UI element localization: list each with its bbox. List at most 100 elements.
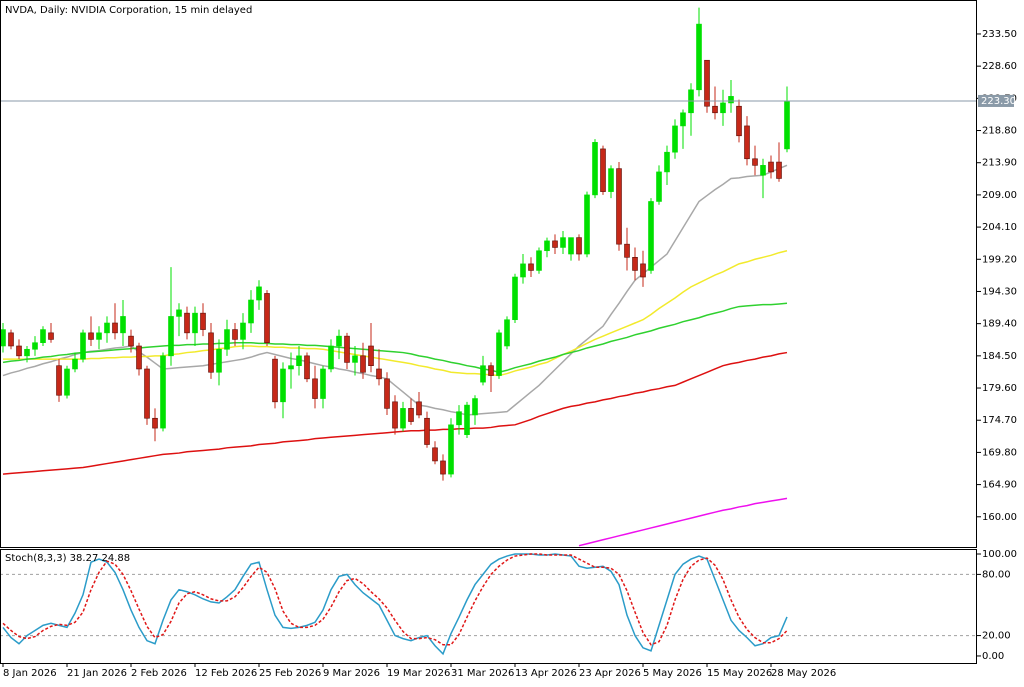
candle-body — [416, 401, 422, 416]
y-tick-label: 179.60 — [982, 383, 1017, 394]
candle-body — [288, 365, 294, 370]
candle-body — [144, 368, 150, 419]
candle-body — [568, 237, 574, 255]
x-tick-label: 31 Mar 2026 — [451, 668, 514, 679]
candle-body — [64, 368, 70, 396]
candle-body — [128, 335, 134, 347]
y-tick-label: 164.90 — [982, 480, 1017, 491]
main-plot — [1, 7, 976, 547]
candle-body — [536, 250, 542, 271]
candle-body — [720, 102, 726, 114]
y-tick-label: 160.00 — [982, 512, 1017, 523]
y-tick-label: 189.40 — [982, 319, 1017, 330]
candle-body — [48, 332, 54, 340]
candle-body — [752, 158, 758, 166]
y-tick-label: 233.50 — [982, 29, 1017, 40]
last-price-label: 223.30 — [981, 96, 1016, 107]
candle-body — [256, 286, 262, 301]
candle-body — [344, 335, 350, 363]
y-tick-label: 0.00 — [982, 651, 1004, 662]
candle-body — [280, 368, 286, 403]
candle-body — [640, 263, 646, 278]
candle-body — [88, 332, 94, 340]
main-pane — [0, 0, 977, 548]
candle-body — [208, 332, 214, 373]
candle-body — [600, 148, 606, 192]
candle-body — [704, 59, 710, 107]
candle-body — [272, 358, 278, 403]
candle-body — [648, 201, 654, 271]
candle-body — [520, 263, 526, 278]
stoch-pane — [0, 549, 977, 664]
candle-body — [664, 151, 670, 173]
x-tick-label: 28 May 2026 — [771, 668, 836, 679]
candle-body — [376, 368, 382, 380]
candle-body — [80, 332, 86, 360]
stoch-signal-value: 24.88 — [102, 553, 131, 564]
candle-body — [480, 365, 486, 383]
y-tick-label: 209.00 — [982, 190, 1017, 201]
candle-body — [768, 161, 774, 173]
candle-body — [424, 417, 430, 445]
candle-body — [152, 417, 158, 429]
candle-body — [432, 447, 438, 462]
candle-body — [352, 355, 358, 363]
candle-body — [336, 335, 342, 347]
candle-body — [24, 348, 30, 357]
candle-body — [368, 345, 374, 366]
candle-body — [576, 237, 582, 255]
moving-average — [578, 497, 788, 547]
y-tick-label: 184.50 — [982, 351, 1017, 362]
candle-body — [320, 368, 326, 399]
candle-body — [360, 355, 366, 373]
candle-body — [392, 401, 398, 429]
candle-body — [312, 378, 318, 399]
candle-body — [624, 243, 630, 258]
candle-body — [240, 322, 246, 340]
candle-body — [464, 404, 470, 435]
candle-body — [184, 312, 190, 334]
candle-body — [304, 355, 310, 380]
candle-body — [448, 424, 454, 475]
candle-body — [552, 240, 558, 248]
candle-body — [592, 142, 598, 196]
moving-average — [2, 302, 788, 374]
candle-body — [560, 237, 566, 248]
candle-body — [1, 329, 6, 347]
candle-body — [472, 398, 478, 416]
candle-body — [672, 125, 678, 153]
candle-body — [264, 293, 270, 344]
candle-body — [544, 240, 550, 252]
x-tick-label: 25 Feb 2026 — [259, 668, 321, 679]
y-tick-label: 169.80 — [982, 447, 1017, 458]
x-tick-label: 9 Mar 2026 — [323, 668, 380, 679]
candle-body — [40, 329, 46, 344]
y-tick-label: 100.00 — [982, 549, 1017, 560]
chart-title: NVDA, Daily: NVIDIA Corporation, 15 min … — [5, 5, 252, 16]
candle-body — [440, 460, 446, 475]
stoch-line — [2, 553, 788, 646]
y-tick-label: 228.60 — [982, 61, 1017, 72]
candle-body — [136, 345, 142, 370]
y-tick-label: 204.10 — [982, 222, 1017, 233]
x-tick-label: 23 Apr 2026 — [579, 668, 641, 679]
candle-body — [528, 263, 534, 271]
x-tick-label: 21 Jan 2026 — [67, 668, 127, 679]
candle-body — [584, 194, 590, 255]
candle-body — [616, 168, 622, 245]
x-tick-label: 2 Feb 2026 — [131, 668, 187, 679]
candle-body — [776, 161, 782, 179]
y-tick-label: 199.20 — [982, 254, 1017, 265]
x-tick-label: 19 Mar 2026 — [387, 668, 450, 679]
stoch-line — [2, 553, 788, 656]
candle-body — [104, 322, 110, 334]
x-tick-label: 15 May 2026 — [707, 668, 772, 679]
candle-body — [112, 322, 118, 334]
candle-body — [224, 329, 230, 350]
stoch-title: Stoch(8,3,3) 38.27 24.88 — [5, 553, 130, 564]
y-tick-label: 213.90 — [982, 158, 1017, 169]
y-tick-label: 80.00 — [982, 569, 1011, 580]
